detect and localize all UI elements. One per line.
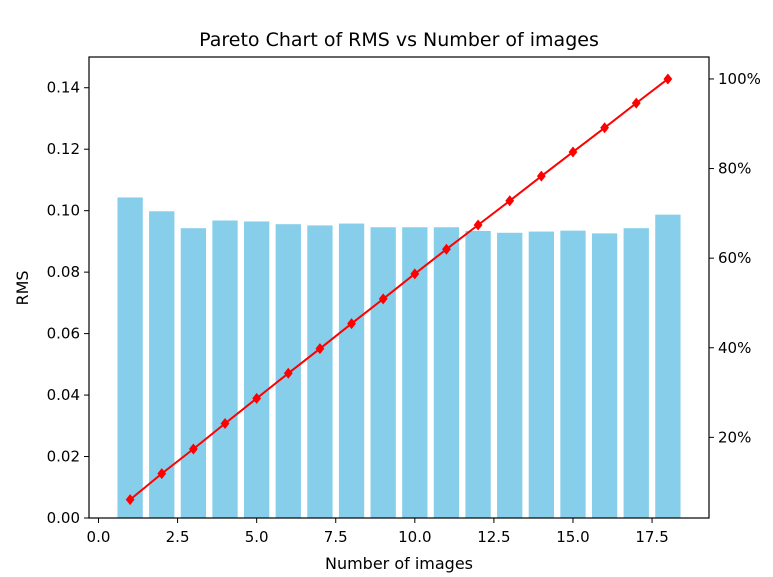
x-tick-label: 2.5 [166,528,190,546]
cumulative-point-18 [663,73,673,85]
y2-tick-label: 60% [718,249,751,267]
cumulative-point-5 [252,392,262,404]
y2-tick-label: 80% [718,160,751,178]
bar-9 [370,227,396,518]
y-tick-label: 0.12 [47,140,80,158]
bar-11 [433,227,460,518]
cumulative-point-11 [442,243,451,255]
cumulative-point-1 [125,494,135,506]
y2-tick-label: 40% [718,339,751,357]
cumulative-point-2 [157,468,167,480]
y-axis-label: RMS [13,270,32,305]
x-tick-label: 5.0 [245,528,269,546]
y-tick-label: 0.08 [47,263,80,281]
cumulative-line-series [125,73,673,506]
y2-tick-label: 20% [718,428,751,446]
x-tick-label: 0.0 [87,528,111,546]
cumulative-point-8 [347,318,356,330]
chart-title: Pareto Chart of RMS vs Number of images [199,29,599,51]
bar-5 [244,221,270,518]
bar-7 [307,225,333,518]
bar-8 [338,223,365,519]
cumulative-point-6 [283,367,293,379]
y-tick-label: 0.04 [47,386,80,404]
y2-tick-label: 100% [718,70,761,88]
x-axis: 0.0 2.5 5.0 7.5 10.0 12.5 15.0 17.5 [87,518,669,546]
x-axis-label: Number of images [325,554,473,573]
cumulative-point-10 [410,268,420,280]
cumulative-point-13 [505,195,515,207]
bar-3 [180,228,207,518]
cumulative-point-14 [536,170,546,182]
cumulative-point-17 [631,97,641,109]
cumulative-point-3 [188,443,198,455]
cumulative-point-7 [315,343,325,355]
x-tick-label: 15.0 [556,528,589,546]
bar-12 [465,230,491,518]
x-tick-label: 12.5 [477,528,510,546]
x-tick-label: 7.5 [324,528,348,546]
bar-13 [497,232,523,518]
plot-frame [88,56,710,519]
y-axis-left: 0.00 0.02 0.04 0.06 0.08 0.10 0.12 0.14 [47,79,89,527]
y-tick-label: 0.06 [47,325,80,343]
bar-series [117,197,681,519]
cumulative-point-16 [600,122,610,134]
y-tick-label: 0.14 [47,79,80,97]
bar-16 [591,233,618,518]
cumulative-point-4 [220,417,230,429]
bar-15 [560,230,586,519]
cumulative-point-9 [378,293,388,305]
x-tick-label: 17.5 [635,528,668,546]
y-tick-label: 0.10 [47,202,80,220]
x-tick-label: 10.0 [398,528,431,546]
bar-17 [623,228,649,518]
y-tick-label: 0.00 [47,509,80,527]
bar-18 [655,214,681,519]
cumulative-line [129,78,669,501]
cumulative-point-12 [473,219,483,231]
cumulative-point-15 [568,146,578,158]
y-tick-label: 0.02 [47,448,80,466]
y-axis-right: 20% 40% 60% 80% 100% [709,70,761,446]
bar-14 [528,231,554,518]
bar-1 [117,197,143,518]
bar-4 [212,220,238,518]
